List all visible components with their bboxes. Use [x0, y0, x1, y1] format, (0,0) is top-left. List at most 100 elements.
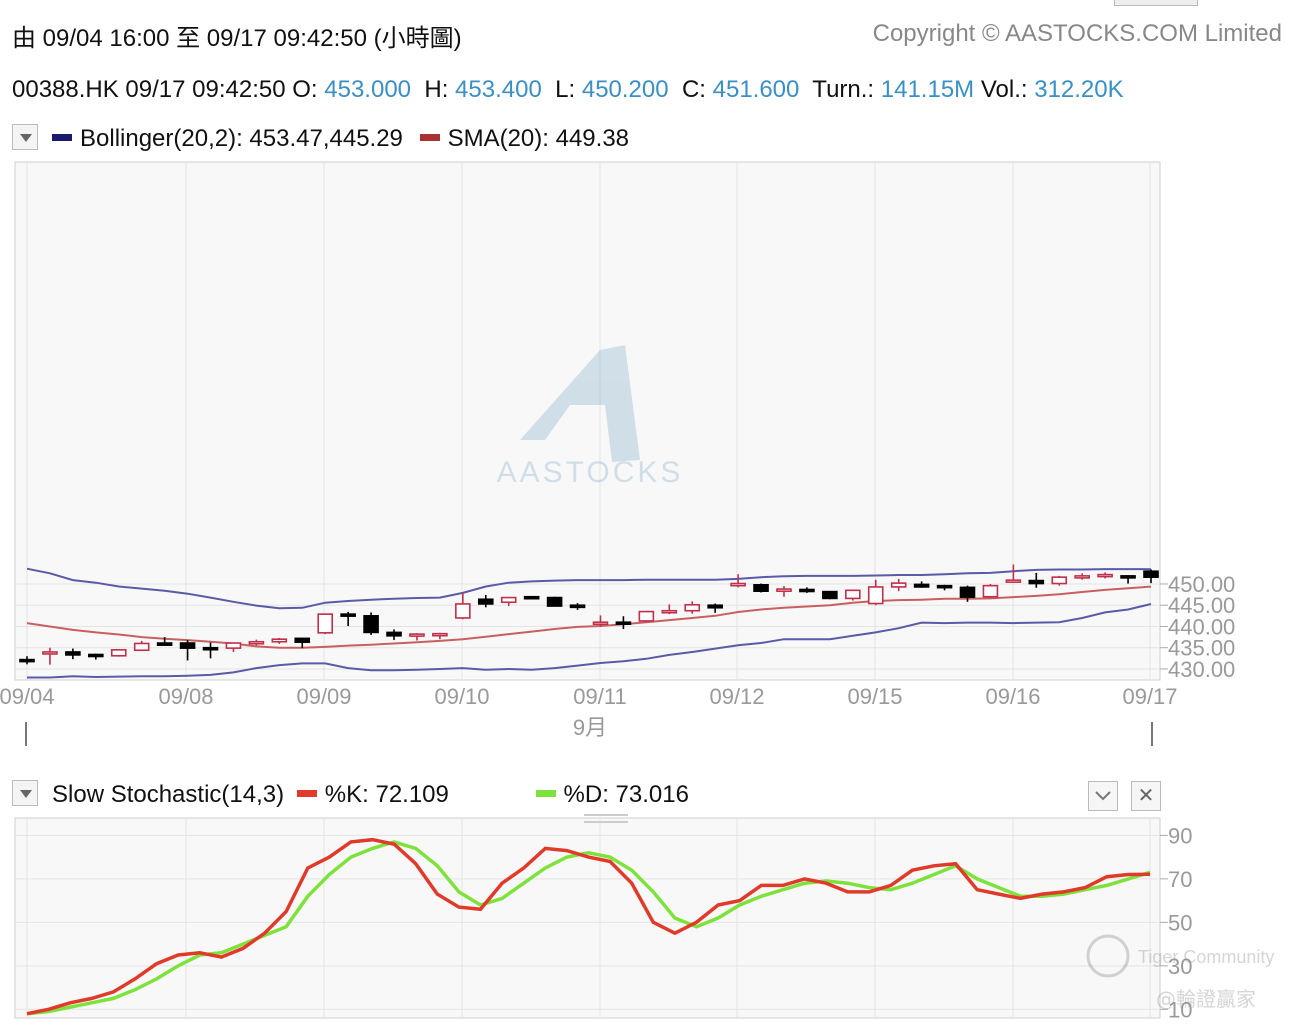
sma-swatch — [419, 134, 440, 142]
candle — [753, 583, 769, 593]
candle — [569, 603, 586, 610]
sma-line — [26, 585, 1152, 649]
candle — [202, 642, 219, 659]
candle — [1120, 575, 1136, 584]
candle — [340, 612, 356, 627]
candle-body — [317, 613, 334, 634]
author-watermark-text: @輪證贏家 — [1156, 987, 1256, 1011]
candle-body — [1051, 576, 1068, 585]
candle-body — [569, 604, 586, 609]
candle-body — [500, 596, 517, 604]
candle-body — [592, 621, 609, 626]
candle — [133, 640, 150, 652]
candle — [707, 603, 723, 613]
x-tick-label: 09/11 — [573, 684, 626, 709]
x-tick-label: 09/12 — [709, 684, 764, 709]
high-value: 453.400 — [455, 76, 542, 103]
candle-body — [844, 589, 861, 600]
candle — [776, 586, 792, 597]
sma-path — [26, 585, 1152, 649]
candle-body — [179, 642, 196, 649]
stochastic-lines — [26, 837, 1151, 1016]
close-panel-button[interactable]: ✕ — [1131, 781, 1161, 811]
candle-body — [615, 621, 632, 626]
candle — [730, 574, 746, 588]
candle-body — [477, 598, 494, 605]
main-indicator-dropdown[interactable] — [12, 124, 38, 150]
k-legend-label: %K: 72.109 — [324, 781, 449, 808]
candle — [615, 616, 632, 630]
low-label: L: — [555, 76, 576, 103]
stoch-indicator-dropdown[interactable] — [12, 780, 38, 806]
aastocks-watermark: AASTOCKS — [497, 345, 684, 489]
stoch-y-tick-label: 70 — [1168, 867, 1192, 892]
open-value: 453.000 — [324, 76, 412, 103]
high-label: H: — [424, 76, 449, 103]
candle — [982, 583, 999, 598]
x-tick-label: 09/08 — [158, 684, 213, 709]
candle-body — [730, 582, 746, 587]
candle-body — [1005, 579, 1022, 583]
candle-body — [890, 582, 907, 588]
volume-label: Vol.: — [980, 76, 1028, 103]
turnover-value: 141.15M — [880, 76, 975, 103]
x-tick-label: 09/15 — [847, 684, 902, 709]
bollinger-bands — [26, 567, 1152, 679]
x-tick-label: 09/09 — [296, 684, 351, 709]
candle — [936, 584, 953, 591]
candle-body — [776, 588, 792, 592]
close-icon: ✕ — [1137, 785, 1155, 807]
candle-body — [110, 649, 127, 657]
tiger-logo-icon — [1086, 934, 1130, 978]
candlesticks — [19, 564, 1159, 665]
x-tick-label: 09/04 — [0, 684, 55, 709]
candle — [477, 595, 494, 608]
x-tick-label: 09/17 — [1122, 684, 1177, 709]
candle-body — [248, 640, 265, 645]
k-swatch — [296, 790, 317, 798]
stoch-grid — [15, 818, 1160, 1018]
tiger-community-watermark: Tiger Community @輪證贏家 — [1086, 934, 1274, 1011]
quote-summary: 00388.HK 09/17 09:42:50 O: 453.000 H: 45… — [12, 76, 1124, 104]
candle — [179, 640, 196, 661]
candle — [455, 592, 471, 620]
candle — [1005, 564, 1022, 583]
panel-splitter-handle[interactable] — [584, 814, 628, 823]
candle — [546, 596, 563, 607]
candle — [799, 587, 815, 593]
stoch-legend: Slow Stochastic(14,3) %K: 72.109 %D: 73.… — [52, 781, 689, 809]
main-y-tick-label: 435.00 — [1168, 636, 1235, 661]
quote-time: 09/17 09:42:50 — [125, 76, 286, 103]
candle — [386, 629, 402, 641]
sma-legend-label: SMA(20): 449.38 — [447, 125, 630, 152]
candle — [317, 613, 334, 635]
candle-body — [936, 584, 953, 589]
main-y-tick-label: 445.00 — [1168, 593, 1235, 618]
chevron-down-icon — [1095, 791, 1111, 801]
candle — [913, 581, 930, 588]
main-legend: Bollinger(20,2): 453.47,445.29 SMA(20): … — [46, 125, 629, 153]
candle — [110, 648, 127, 657]
x-tick-label: 09/10 — [434, 684, 489, 709]
aastocks-logo-icon — [520, 345, 640, 462]
candle-body — [753, 584, 769, 592]
k-line — [26, 837, 1151, 1016]
candle-body — [88, 653, 104, 658]
low-value: 450.200 — [581, 76, 669, 103]
d-swatch — [535, 790, 556, 798]
stoch-y-tick-label: 30 — [1168, 954, 1192, 979]
candle — [65, 648, 81, 660]
close-value: 451.600 — [712, 76, 800, 103]
stoch-y-axis: 90 70 50 30 10 — [1160, 823, 1192, 1022]
aastocks-watermark-text: AASTOCKS — [497, 456, 684, 489]
candle-body — [42, 651, 58, 655]
candle — [1097, 572, 1113, 579]
collapse-panel-button[interactable] — [1088, 781, 1118, 811]
x-tick-label: 09/16 — [985, 684, 1040, 709]
candle-body — [271, 638, 288, 643]
top-tab-handle[interactable] — [1114, 0, 1198, 6]
candle — [959, 585, 976, 602]
candle-body — [684, 603, 701, 612]
bollinger-legend-label: Bollinger(20,2): 453.47,445.29 — [80, 125, 403, 152]
